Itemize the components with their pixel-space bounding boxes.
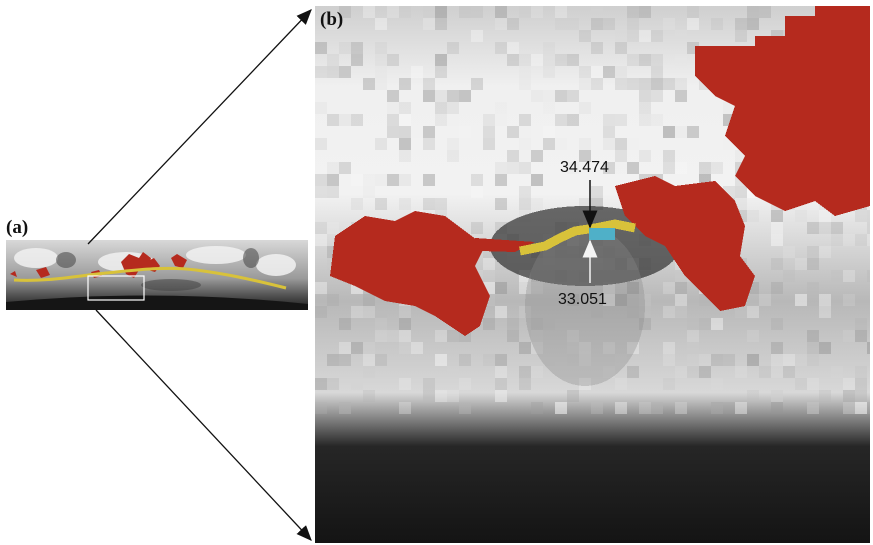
- cyan-marker: [589, 228, 615, 240]
- overview-dark-patches: [56, 248, 259, 291]
- overview-image: [6, 240, 308, 310]
- yellow-path: [519, 219, 636, 256]
- connector-line-top: [87, 9, 312, 245]
- lower-measurement-value: 33.051: [558, 291, 607, 308]
- red-overlay: [330, 6, 870, 336]
- zoom-region-box: [87, 275, 145, 301]
- shadow-region: [525, 226, 645, 386]
- zoomed-image: [315, 6, 870, 543]
- overview-yellow-path: [13, 266, 287, 290]
- panel-label-b: (b): [320, 9, 344, 30]
- upper-measurement-value: 34.474: [560, 159, 609, 176]
- red-overlay-top-right: [695, 6, 870, 216]
- red-overlay-right: [615, 176, 755, 311]
- connector-line-bottom: [95, 309, 312, 541]
- overview-dark-band: [6, 295, 308, 310]
- red-overlay-left: [330, 211, 490, 336]
- panel-label-a: (a): [6, 217, 29, 238]
